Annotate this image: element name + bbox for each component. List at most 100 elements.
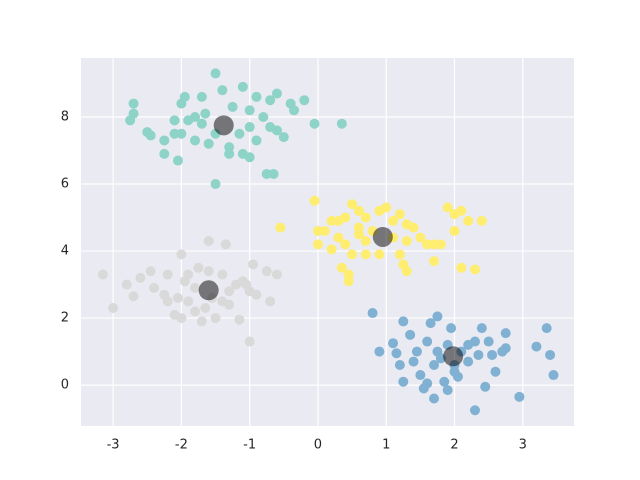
point xyxy=(159,148,170,159)
point xyxy=(469,336,480,347)
y-tick-label: 2 xyxy=(61,311,69,326)
point xyxy=(271,125,282,136)
y-tick-label: 8 xyxy=(61,109,69,124)
point xyxy=(449,366,460,377)
point xyxy=(360,212,371,223)
point xyxy=(340,239,351,250)
point xyxy=(374,249,385,260)
point xyxy=(548,370,559,381)
point xyxy=(487,349,498,360)
point xyxy=(405,329,416,340)
point xyxy=(398,376,409,387)
point xyxy=(439,376,450,387)
point xyxy=(336,118,347,129)
point xyxy=(149,282,160,293)
point xyxy=(388,338,399,349)
y-tick-label: 6 xyxy=(61,177,69,192)
point xyxy=(190,306,201,317)
point xyxy=(435,239,446,250)
tick-labels: -3 -2 -1 0 1 2 3 0 2 4 6 8 xyxy=(61,109,527,452)
point xyxy=(449,225,460,236)
point xyxy=(463,215,474,226)
point xyxy=(251,289,262,300)
point xyxy=(391,348,402,359)
point xyxy=(469,405,480,416)
point xyxy=(176,249,187,260)
point xyxy=(309,118,320,129)
point xyxy=(244,152,255,163)
point xyxy=(169,115,180,126)
point xyxy=(476,215,487,226)
center xyxy=(198,280,219,301)
point xyxy=(429,393,440,404)
point xyxy=(415,370,426,381)
point xyxy=(401,235,412,246)
point xyxy=(500,343,511,354)
point xyxy=(442,202,453,213)
point xyxy=(360,235,371,246)
point xyxy=(190,282,201,293)
point xyxy=(251,91,262,102)
point xyxy=(241,279,252,290)
point xyxy=(367,308,378,319)
point xyxy=(251,135,262,146)
point xyxy=(196,118,207,129)
point xyxy=(500,328,511,339)
point xyxy=(340,212,351,223)
point xyxy=(473,349,484,360)
point xyxy=(388,215,399,226)
point xyxy=(545,349,556,360)
center xyxy=(443,346,464,367)
point xyxy=(408,222,419,233)
point xyxy=(125,115,136,126)
point xyxy=(490,366,501,377)
point xyxy=(224,142,235,153)
point xyxy=(463,356,474,367)
point xyxy=(353,205,364,216)
point xyxy=(159,135,170,146)
point xyxy=(224,286,235,297)
point xyxy=(176,313,187,324)
point xyxy=(394,360,405,371)
point xyxy=(261,266,272,277)
point xyxy=(203,266,214,277)
point xyxy=(353,222,364,233)
point xyxy=(258,111,269,122)
point xyxy=(312,239,323,250)
x-tick-label: 0 xyxy=(314,438,322,453)
point xyxy=(200,303,211,314)
point xyxy=(275,222,286,233)
point xyxy=(162,269,173,280)
point xyxy=(422,378,433,389)
point xyxy=(172,292,183,303)
point xyxy=(162,296,173,307)
point xyxy=(203,138,214,149)
point xyxy=(271,269,282,280)
x-tick-label: -3 xyxy=(107,438,120,453)
point xyxy=(128,291,139,302)
point xyxy=(394,249,405,260)
point xyxy=(309,195,320,206)
point xyxy=(210,179,221,190)
point xyxy=(97,269,108,280)
y-tick-label: 4 xyxy=(61,244,69,259)
point xyxy=(265,296,276,307)
point xyxy=(248,259,259,270)
point xyxy=(244,122,255,133)
point xyxy=(176,128,187,139)
x-tick-label: -1 xyxy=(243,438,256,453)
point xyxy=(469,264,480,275)
point xyxy=(422,336,433,347)
point xyxy=(319,225,330,236)
point xyxy=(217,269,228,280)
point xyxy=(234,128,245,139)
point xyxy=(429,256,440,267)
point xyxy=(203,235,214,246)
point xyxy=(265,95,276,106)
point xyxy=(425,318,436,329)
point xyxy=(360,249,371,260)
point xyxy=(408,356,419,367)
point xyxy=(401,266,412,277)
point xyxy=(220,239,231,250)
x-tick-label: 2 xyxy=(450,438,458,453)
